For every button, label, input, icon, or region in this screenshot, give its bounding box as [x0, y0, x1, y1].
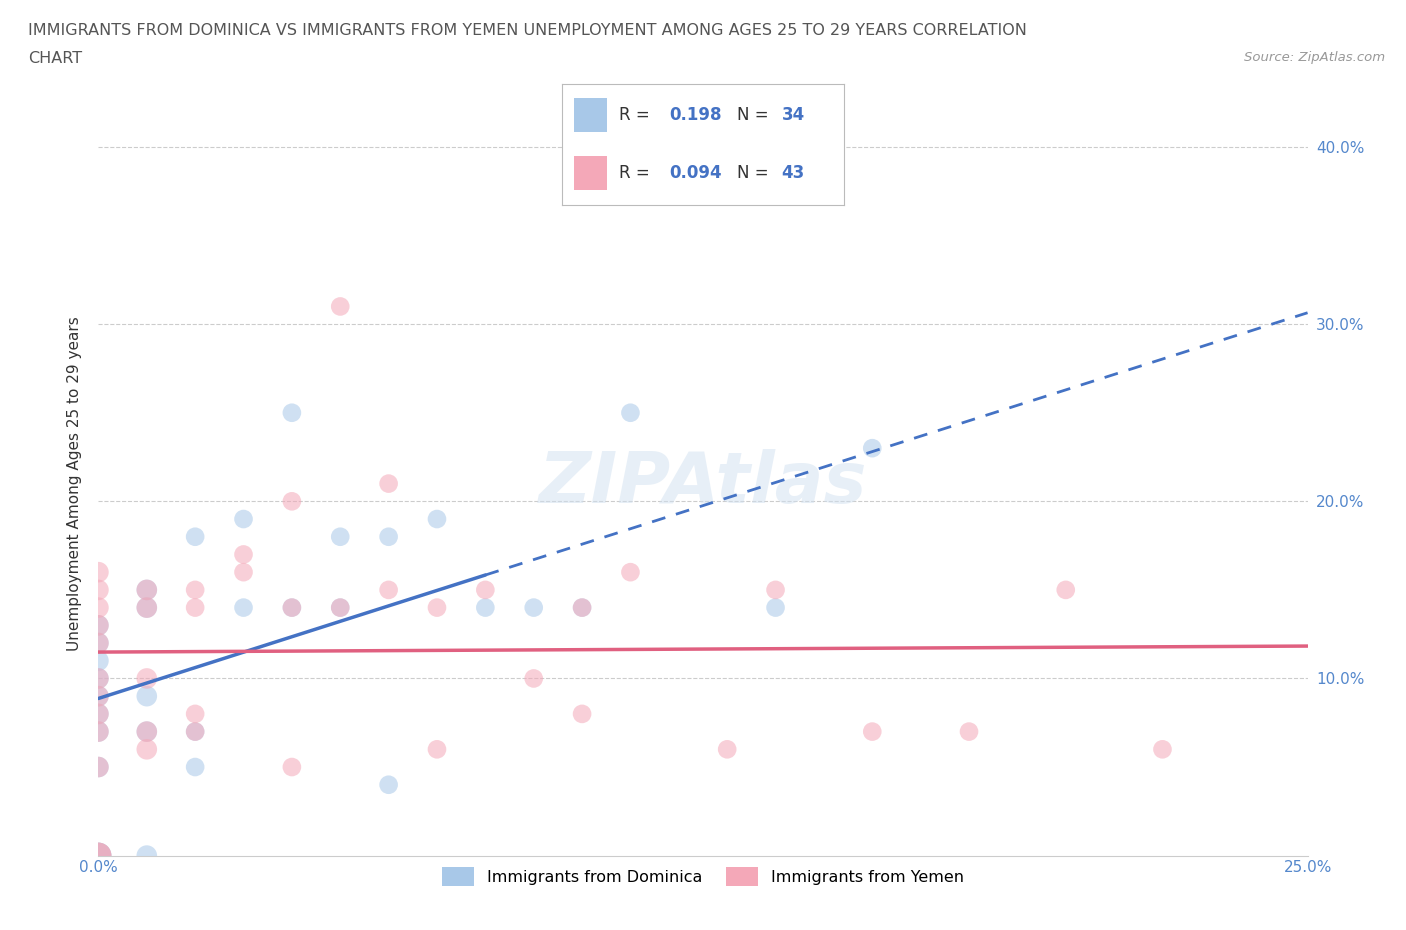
- Point: [87, 600, 110, 615]
- Point: [281, 494, 304, 509]
- Point: [377, 777, 399, 792]
- Point: [87, 689, 110, 704]
- Point: [87, 707, 110, 722]
- Point: [135, 582, 157, 597]
- Point: [377, 476, 399, 491]
- Point: [87, 671, 110, 686]
- Point: [426, 742, 449, 757]
- Point: [135, 582, 157, 597]
- Text: 43: 43: [782, 165, 806, 182]
- Point: [87, 653, 110, 668]
- Point: [87, 724, 110, 739]
- Point: [474, 582, 496, 597]
- Point: [87, 565, 110, 579]
- Point: [765, 600, 787, 615]
- Point: [281, 600, 304, 615]
- Point: [87, 760, 110, 775]
- Point: [281, 600, 304, 615]
- Text: IMMIGRANTS FROM DOMINICA VS IMMIGRANTS FROM YEMEN UNEMPLOYMENT AMONG AGES 25 TO : IMMIGRANTS FROM DOMINICA VS IMMIGRANTS F…: [28, 23, 1026, 38]
- Point: [232, 565, 254, 579]
- FancyBboxPatch shape: [574, 156, 607, 190]
- Point: [329, 299, 352, 314]
- Point: [87, 618, 110, 632]
- Point: [184, 760, 207, 775]
- Text: CHART: CHART: [28, 51, 82, 66]
- Point: [135, 600, 157, 615]
- Point: [87, 848, 110, 863]
- FancyBboxPatch shape: [574, 99, 607, 132]
- Point: [860, 441, 883, 456]
- Point: [957, 724, 980, 739]
- Point: [329, 529, 352, 544]
- Text: 34: 34: [782, 106, 806, 124]
- Point: [135, 689, 157, 704]
- Point: [329, 600, 352, 615]
- Point: [571, 600, 593, 615]
- Point: [523, 600, 546, 615]
- Point: [87, 635, 110, 650]
- Point: [87, 689, 110, 704]
- Point: [87, 760, 110, 775]
- Point: [474, 600, 496, 615]
- Point: [87, 848, 110, 863]
- Text: N =: N =: [737, 106, 773, 124]
- Point: [377, 582, 399, 597]
- Point: [571, 600, 593, 615]
- Point: [184, 600, 207, 615]
- Point: [184, 529, 207, 544]
- Legend: Immigrants from Dominica, Immigrants from Yemen: Immigrants from Dominica, Immigrants fro…: [436, 861, 970, 892]
- Point: [135, 600, 157, 615]
- Point: [87, 848, 110, 863]
- Point: [1054, 582, 1077, 597]
- Point: [232, 600, 254, 615]
- Point: [87, 582, 110, 597]
- Text: ZIPAtlas: ZIPAtlas: [538, 449, 868, 518]
- Point: [87, 724, 110, 739]
- Point: [87, 671, 110, 686]
- Point: [716, 742, 738, 757]
- Point: [184, 724, 207, 739]
- Text: Source: ZipAtlas.com: Source: ZipAtlas.com: [1244, 51, 1385, 64]
- Point: [619, 565, 641, 579]
- Point: [571, 707, 593, 722]
- Point: [377, 529, 399, 544]
- Point: [87, 635, 110, 650]
- Point: [765, 582, 787, 597]
- Point: [135, 742, 157, 757]
- Point: [87, 618, 110, 632]
- Point: [184, 707, 207, 722]
- Point: [135, 848, 157, 863]
- Point: [426, 600, 449, 615]
- Point: [281, 760, 304, 775]
- Point: [184, 724, 207, 739]
- Point: [87, 848, 110, 863]
- Text: 0.198: 0.198: [669, 106, 721, 124]
- Y-axis label: Unemployment Among Ages 25 to 29 years: Unemployment Among Ages 25 to 29 years: [67, 316, 83, 651]
- Text: R =: R =: [619, 106, 655, 124]
- Point: [135, 671, 157, 686]
- Point: [135, 724, 157, 739]
- Point: [281, 405, 304, 420]
- Point: [1152, 742, 1174, 757]
- Point: [232, 512, 254, 526]
- Point: [329, 600, 352, 615]
- Point: [184, 582, 207, 597]
- Text: N =: N =: [737, 165, 773, 182]
- Point: [135, 724, 157, 739]
- Point: [232, 547, 254, 562]
- Point: [523, 671, 546, 686]
- Text: R =: R =: [619, 165, 655, 182]
- Text: 0.094: 0.094: [669, 165, 721, 182]
- Point: [619, 405, 641, 420]
- Point: [426, 512, 449, 526]
- Point: [87, 707, 110, 722]
- Point: [860, 724, 883, 739]
